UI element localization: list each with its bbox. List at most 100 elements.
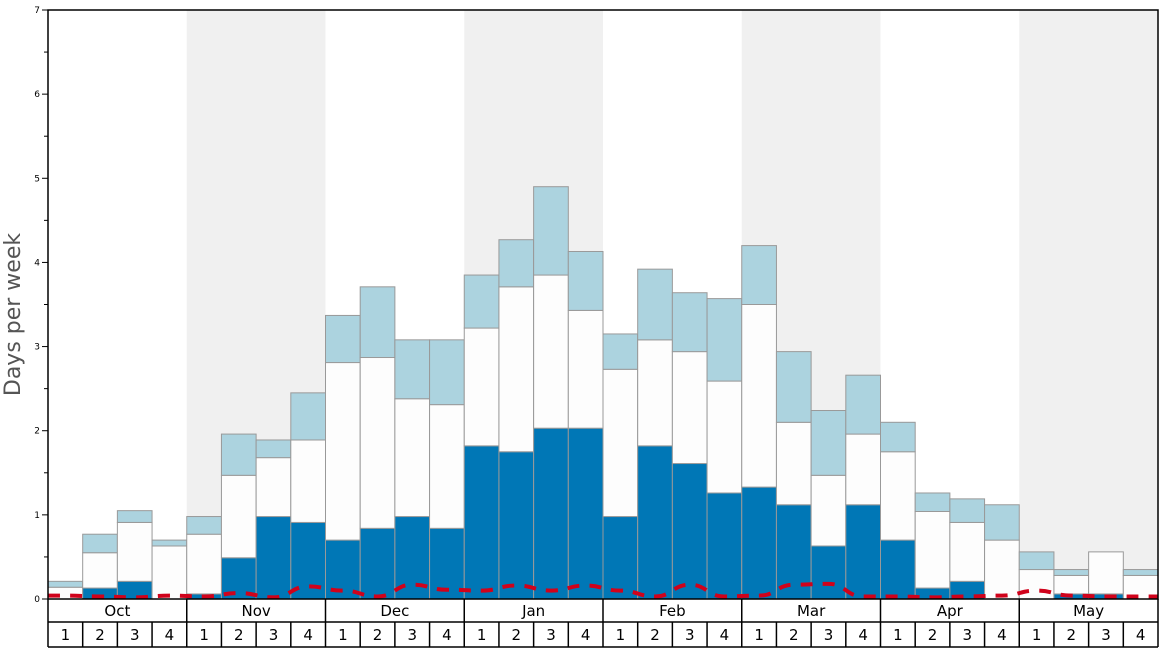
week-label: 2: [373, 626, 383, 644]
bar-feb-w2-dark: [637, 445, 673, 600]
week-label: 2: [928, 626, 938, 644]
bar-jan-w1-middle: [463, 327, 500, 447]
week-label: 1: [61, 626, 71, 644]
bar-may-w1-middle: [1018, 569, 1055, 600]
bar-dec-w3-top: [394, 339, 431, 400]
bar-feb-w1-middle: [602, 368, 639, 518]
y-axis-label: Days per week: [1, 233, 26, 396]
bar-apr-w1-middle: [880, 451, 916, 541]
week-label: 3: [407, 626, 417, 644]
bar-feb-w4-dark: [706, 492, 743, 600]
bar-feb-w4-middle: [706, 380, 743, 494]
bar-mar-w4-top: [845, 374, 881, 435]
bar-apr-w3-top: [949, 498, 986, 523]
week-label: 3: [824, 626, 834, 644]
week-label: 1: [893, 626, 903, 644]
bar-oct-w3-top: [116, 510, 153, 523]
bar-mar-w1-dark: [741, 486, 777, 600]
bar-oct-w4-top: [151, 539, 188, 547]
bar-jan-w2-dark: [498, 451, 535, 600]
bar-dec-w2-middle: [359, 357, 396, 529]
bar-oct-w2-top: [82, 533, 118, 554]
month-label-oct: Oct: [104, 602, 130, 620]
bars: [47, 186, 1159, 600]
y-tick-label: 7: [34, 6, 40, 16]
week-label: 1: [616, 626, 626, 644]
bar-oct-w4-middle: [151, 545, 188, 600]
bar-feb-w2-middle: [637, 339, 673, 447]
week-label: 4: [581, 626, 591, 644]
y-tick-label: 6: [34, 90, 40, 100]
week-label: 3: [546, 626, 556, 644]
bar-dec-w4-middle: [429, 404, 465, 529]
y-tick-label: 4: [34, 258, 40, 268]
bar-dec-w4-top: [429, 339, 465, 406]
bar-may-w2-middle: [1053, 574, 1090, 595]
week-label: 4: [997, 626, 1007, 644]
average-line: [48, 581, 1158, 600]
bar-nov-w2-middle: [220, 474, 257, 559]
week-label: 1: [338, 626, 348, 644]
bar-feb-w2-top: [637, 268, 673, 341]
bar-mar-w1-top: [741, 245, 777, 306]
month-label-apr: Apr: [937, 602, 964, 620]
y-tick-label: 0: [34, 595, 40, 605]
bar-jan-w4-top: [567, 250, 604, 311]
bar-nov-w3-middle: [255, 457, 292, 518]
y-tick-label: 3: [34, 343, 40, 353]
y-tick-label: 5: [34, 174, 40, 184]
week-label: 2: [95, 626, 105, 644]
bar-nov-w1-middle: [186, 533, 222, 595]
bar-may-w2-top: [1053, 569, 1090, 576]
week-label: 3: [130, 626, 140, 644]
bar-nov-w3-dark: [255, 516, 292, 600]
bar-dec-w2-dark: [359, 527, 396, 600]
bar-nov-w4-top: [290, 392, 326, 441]
bar-apr-w1-dark: [880, 539, 916, 600]
bar-nov-w2-top: [220, 433, 257, 476]
bar-jan-w2-middle: [498, 286, 535, 453]
week-label: 2: [512, 626, 522, 644]
bar-jan-w3-top: [533, 186, 569, 276]
week-label: 2: [650, 626, 660, 644]
bar-oct-w3-middle: [116, 521, 153, 582]
bar-apr-w4-middle: [984, 539, 1020, 600]
bar-dec-w1-middle: [325, 362, 361, 541]
bar-mar-w2-top: [775, 351, 812, 423]
week-label: 4: [303, 626, 313, 644]
bar-feb-w3-middle: [671, 351, 708, 465]
month-axis: Oct Nov Dec Jan Feb Mar Apr May: [47, 599, 1159, 623]
bar-nov-w4-middle: [290, 439, 326, 523]
month-label-nov: Nov: [241, 602, 270, 620]
bar-mar-w4-middle: [845, 433, 881, 506]
week-axis: 1 2 3 4 1 2 3 4 1 2 3 4 1 2 3 4 1 2 3 4 1 2 3 4 1 2 3 4 1 2 3 4: [47, 622, 1159, 648]
week-label: 3: [269, 626, 279, 644]
bar-apr-w2-top: [914, 492, 951, 512]
bar-mar-w3-top: [810, 410, 847, 476]
y-tick-label: 2: [34, 427, 40, 437]
bar-apr-w3-middle: [949, 521, 986, 582]
bar-oct-w1-top: [47, 580, 84, 588]
week-label: 4: [442, 626, 452, 644]
bar-jan-w2-top: [498, 239, 535, 288]
bar-nov-w1-top: [186, 516, 222, 535]
bar-dec-w1-top: [325, 314, 361, 364]
week-label: 1: [754, 626, 764, 644]
month-band-may: [1019, 10, 1158, 599]
month-label-may: May: [1073, 602, 1104, 620]
bar-may-w4-top: [1122, 569, 1159, 576]
y-tick-label: 1: [34, 511, 40, 521]
bar-mar-w3-middle: [810, 474, 847, 547]
week-label: 2: [1067, 626, 1077, 644]
bar-feb-w4-top: [706, 298, 743, 382]
bar-nov-w3-top: [255, 439, 292, 459]
bar-mar-w1-middle: [741, 304, 777, 488]
bar-dec-w3-middle: [394, 398, 431, 518]
week-label: 1: [477, 626, 487, 644]
week-label: 4: [165, 626, 175, 644]
bar-jan-w3-middle: [533, 274, 569, 429]
week-label: 3: [685, 626, 695, 644]
month-label-feb: Feb: [659, 602, 686, 620]
month-label-jan: Jan: [521, 602, 545, 620]
